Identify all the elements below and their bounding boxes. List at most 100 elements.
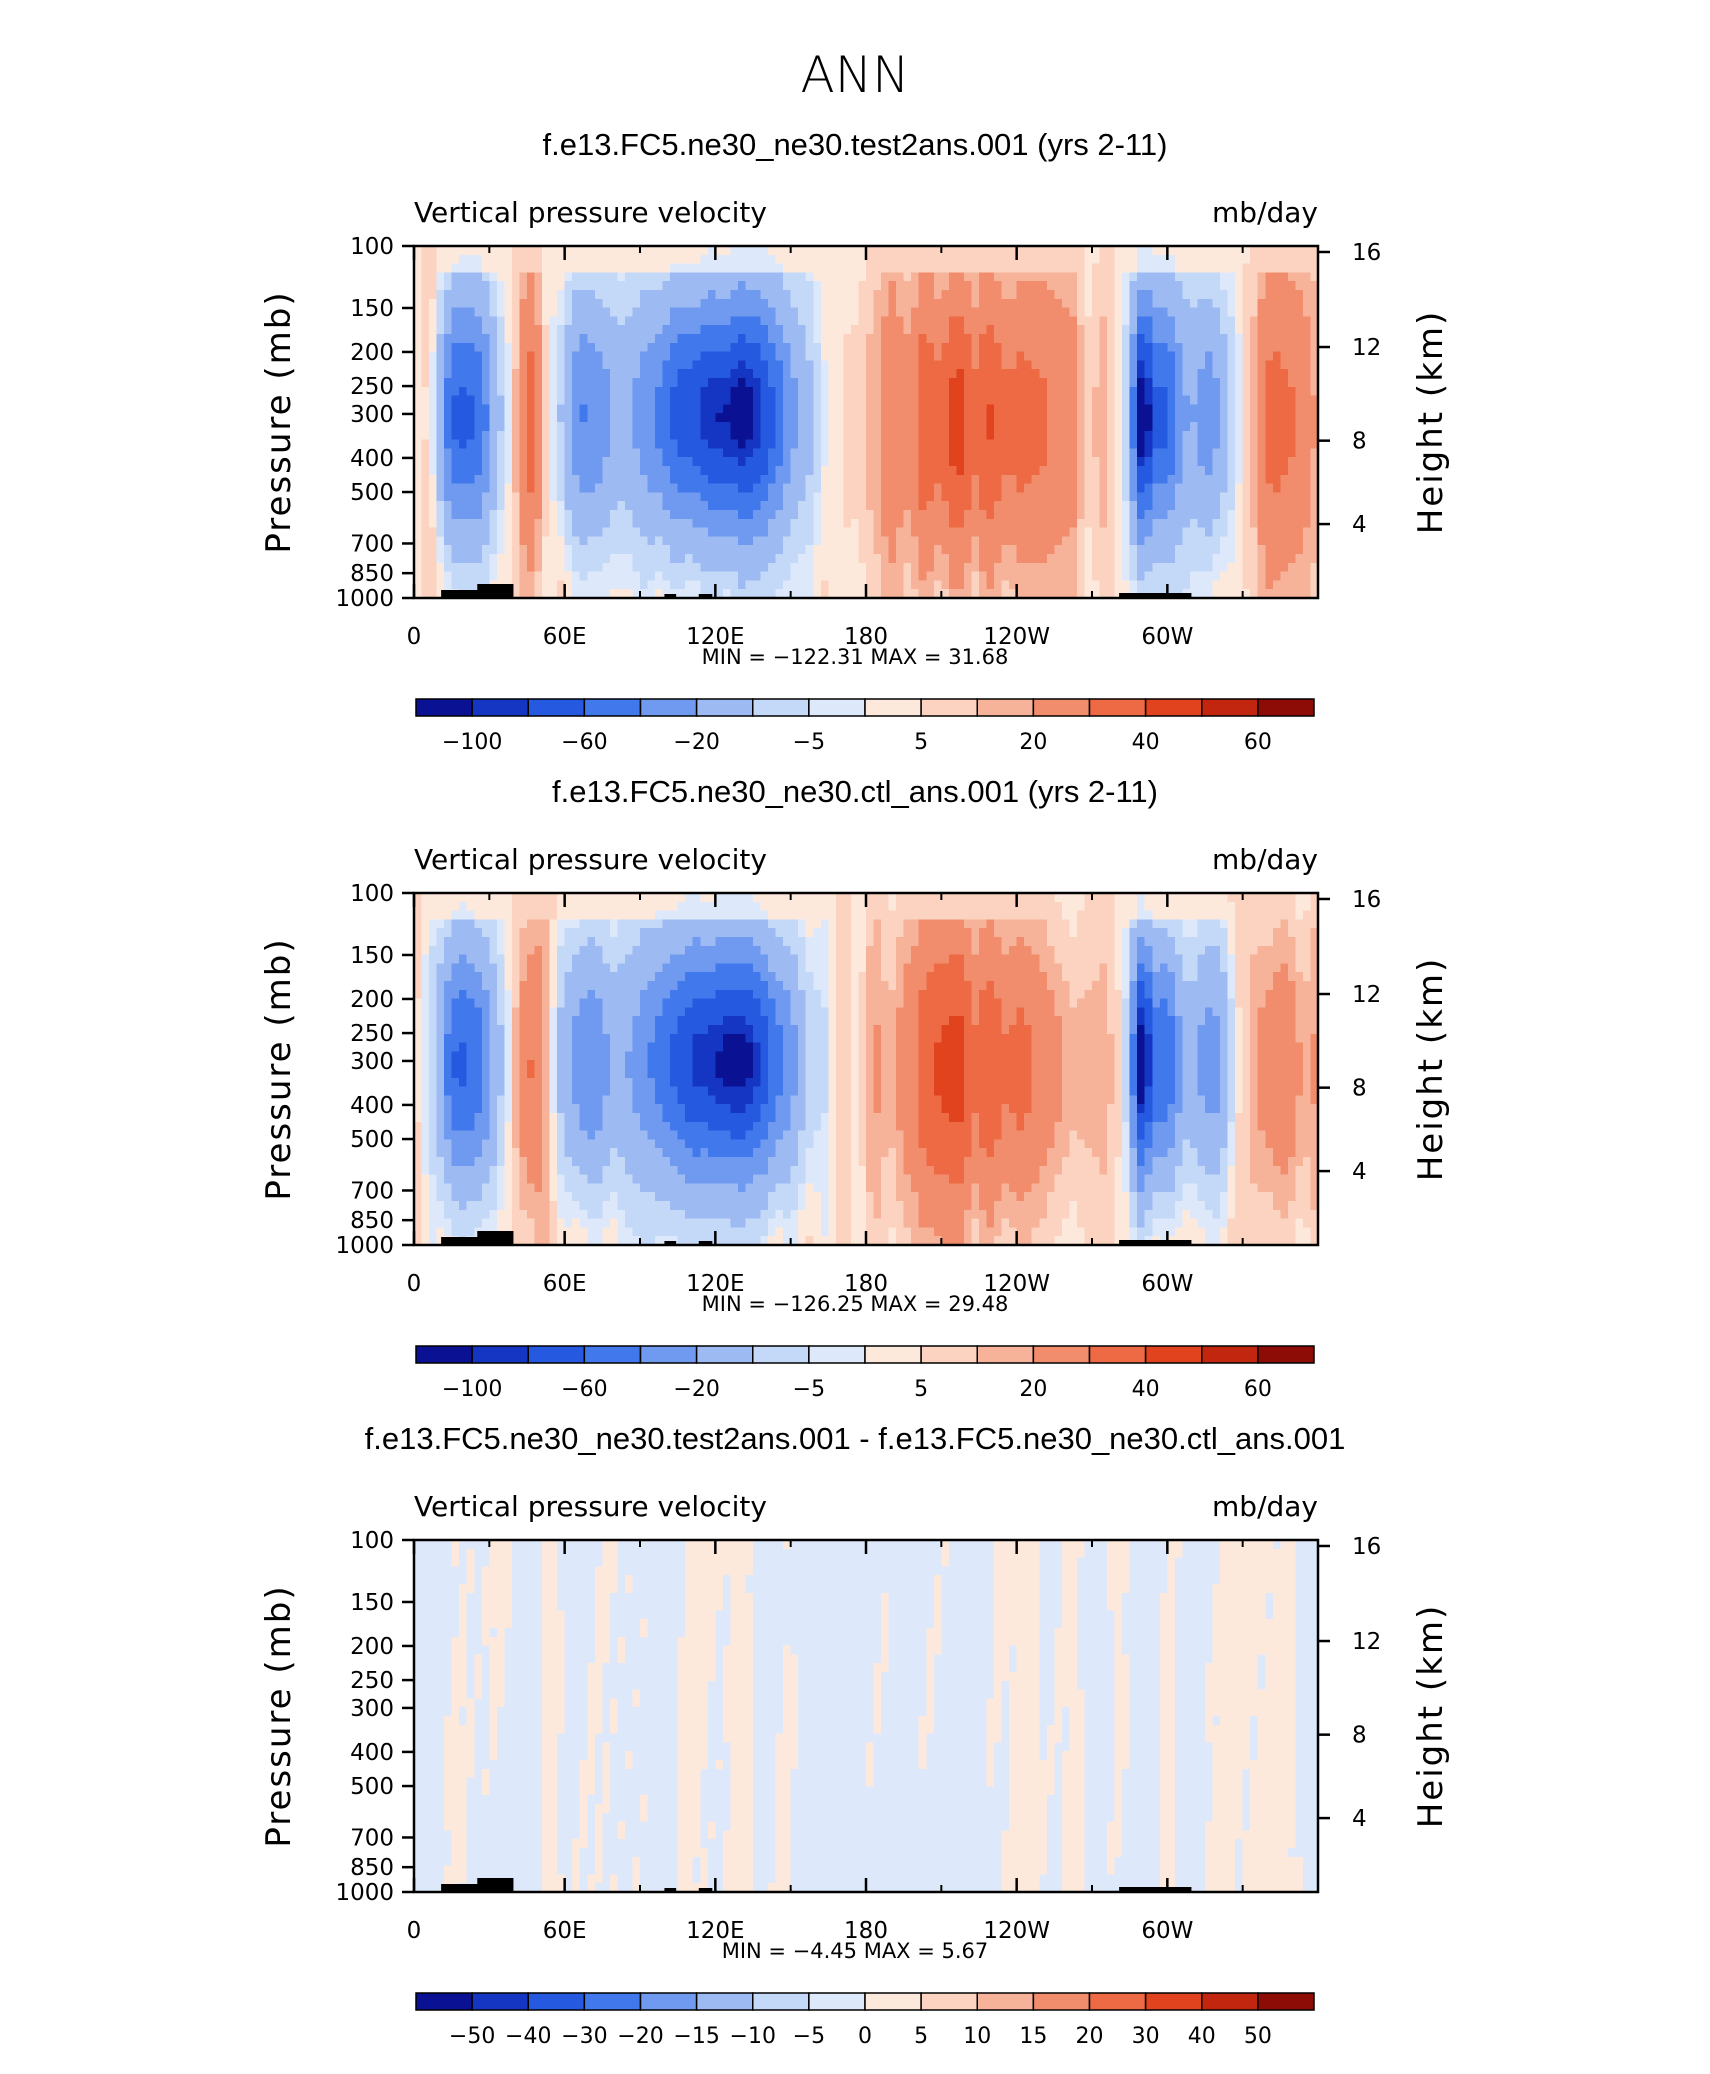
contour-cell [1099, 360, 1108, 370]
contour-cell [587, 351, 596, 361]
contour-cell [602, 263, 611, 273]
contour-cell [843, 554, 852, 564]
contour-cell [609, 254, 618, 265]
contour-cell [647, 298, 656, 309]
contour-cell [602, 571, 611, 581]
contour-cell [519, 457, 528, 467]
contour-cell [828, 281, 837, 291]
contour-cell [963, 369, 973, 379]
contour-cell [572, 545, 581, 555]
contour-cell [715, 571, 724, 581]
contour-cell [790, 422, 799, 432]
contour-cell [444, 298, 453, 309]
contour-cell [1310, 545, 1319, 555]
contour-cell [496, 474, 505, 485]
contour-cell [1287, 422, 1296, 432]
contour-cell [1107, 386, 1116, 397]
contour-cell [760, 483, 769, 493]
contour-cell [760, 448, 769, 458]
contour-cell [1031, 571, 1040, 581]
contour-cell [444, 466, 453, 476]
contour-cell [1280, 439, 1289, 449]
contour-cell [429, 893, 438, 903]
contour-cell [474, 474, 483, 485]
contour-cell [986, 448, 995, 458]
contour-cell [843, 369, 852, 379]
contour-cell [715, 325, 724, 335]
contour-cell [994, 474, 1003, 485]
contour-cell [579, 351, 588, 361]
contour-cell [1212, 448, 1221, 458]
contour-cell [994, 448, 1003, 458]
contour-cell [979, 404, 988, 414]
contour-cell [730, 298, 739, 309]
contour-cell [963, 254, 973, 265]
contour-cell [775, 430, 784, 441]
contour-cell [1001, 580, 1010, 590]
contour-cell [866, 483, 875, 493]
contour-cell [557, 580, 566, 590]
contour-cell [489, 334, 498, 344]
contour-cell [542, 562, 551, 573]
contour-cell [481, 457, 490, 467]
contour-cell [1167, 334, 1176, 344]
contour-cell [805, 571, 814, 581]
contour-cell [1137, 298, 1146, 309]
contour-cell [662, 527, 671, 537]
contour-cell [1167, 422, 1176, 432]
contour-cell [843, 483, 852, 493]
contour-cell [768, 589, 777, 599]
contour-cell [489, 272, 498, 282]
contour-cell [466, 562, 475, 573]
contour-cell [926, 562, 935, 573]
contour-cell [1009, 307, 1018, 317]
contour-cell [474, 334, 483, 344]
contour-cell [572, 562, 581, 573]
contour-cell [707, 545, 716, 555]
contour-cell [1205, 430, 1214, 441]
contour-cell [647, 386, 656, 397]
contour-cell [1250, 386, 1259, 397]
contour-cell [617, 413, 626, 423]
contour-cell [737, 554, 747, 564]
contour-cell [511, 571, 521, 581]
contour-cell [534, 290, 543, 300]
contour-cell [474, 527, 483, 537]
contour-cell [1046, 307, 1055, 317]
contour-cell [1174, 422, 1183, 432]
contour-cell [881, 272, 890, 282]
contour-cell [873, 483, 882, 493]
contour-cell [775, 439, 784, 449]
colorbar-label: −5 [793, 730, 825, 755]
contour-cell [1076, 246, 1086, 256]
contour-cell [1039, 510, 1048, 520]
contour-cell [1107, 413, 1116, 423]
contour-cell [1069, 554, 1078, 564]
contour-cell [1076, 483, 1086, 493]
contour-cell [1159, 281, 1168, 291]
contour-cell [858, 466, 867, 476]
contour-cell [715, 492, 724, 502]
contour-cell [617, 518, 626, 529]
contour-cell [896, 316, 905, 326]
contour-cell [1016, 404, 1025, 414]
contour-cell [1257, 263, 1266, 273]
contour-cell [459, 254, 468, 265]
contour-cell [820, 439, 829, 449]
contour-cell [707, 501, 716, 511]
contour-cell [850, 254, 860, 265]
contour-cell [843, 580, 852, 590]
contour-cell [640, 290, 649, 300]
contour-cell [504, 307, 513, 317]
contour-cell [534, 580, 543, 590]
contour-cell [1122, 351, 1131, 361]
contour-cell [1129, 492, 1138, 502]
contour-cell [963, 342, 973, 353]
contour-cell [896, 527, 905, 537]
contour-cell [866, 474, 875, 485]
contour-cell [414, 298, 423, 309]
contour-cell [1024, 342, 1033, 353]
contour-cell [888, 246, 897, 256]
contour-cell [843, 457, 852, 467]
contour-cell [1302, 580, 1312, 590]
